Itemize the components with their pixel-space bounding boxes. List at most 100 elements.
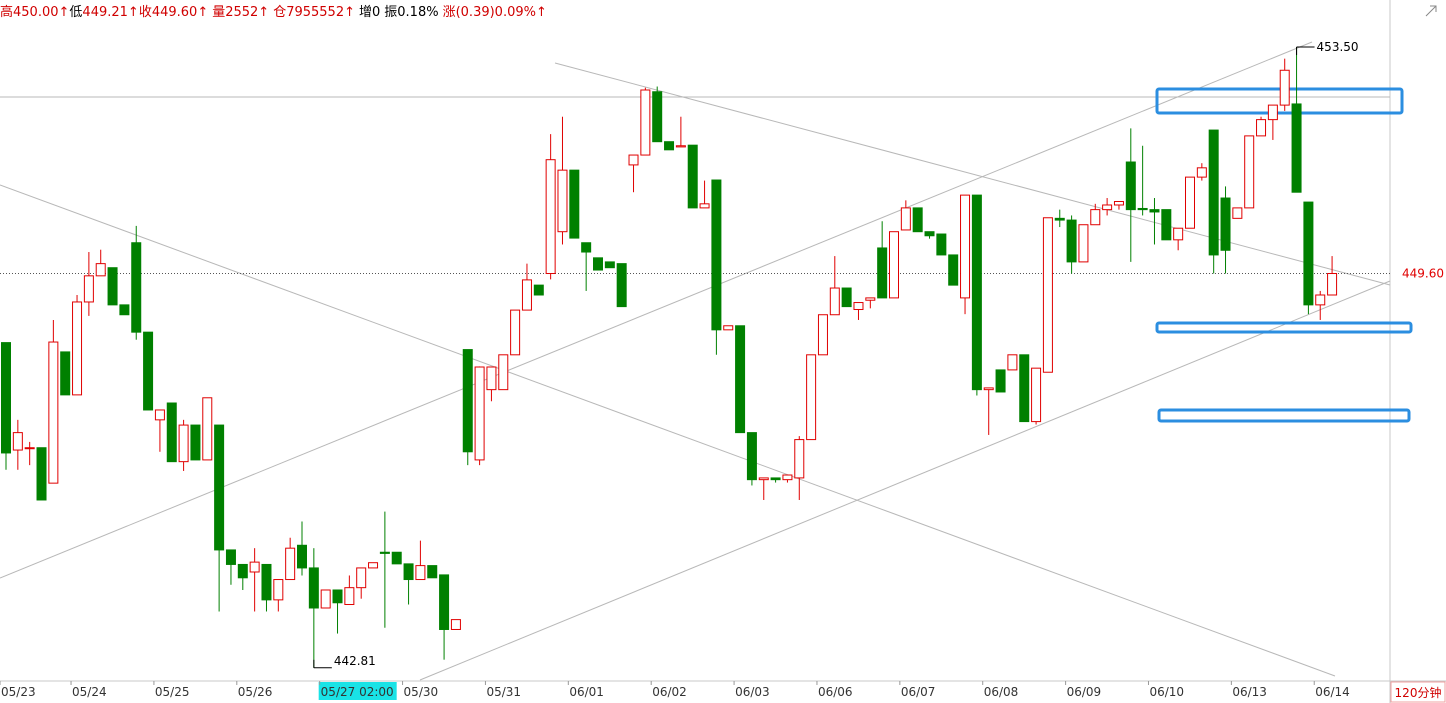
x-tick-label: 06/08	[984, 685, 1019, 699]
candle-body	[971, 194, 982, 391]
candle-body	[1303, 201, 1314, 306]
candle-body	[758, 477, 769, 481]
candle-body	[1173, 227, 1184, 241]
candle-body	[95, 263, 106, 277]
candle-body	[569, 169, 580, 239]
candle-body	[604, 261, 615, 269]
expand-icon	[1425, 5, 1437, 17]
candle-body	[12, 432, 23, 451]
candle-body	[1149, 209, 1160, 213]
candle-body	[687, 144, 698, 209]
period-box	[1390, 681, 1446, 703]
header-item: 量2552↑	[212, 5, 269, 20]
candle-body	[735, 325, 746, 434]
candle-body	[237, 563, 248, 579]
candle-body	[1208, 129, 1219, 256]
candle-body	[60, 351, 71, 396]
candle-body	[119, 304, 130, 316]
candle-body	[948, 254, 959, 286]
candle-body	[652, 91, 663, 143]
candle-body	[877, 247, 888, 299]
candle-body	[107, 267, 118, 306]
candle-body	[332, 589, 343, 604]
candle-body	[912, 207, 923, 233]
candle-body	[794, 439, 805, 479]
candle-body	[995, 369, 1006, 393]
x-tick-label: 06/06	[818, 685, 853, 699]
candle-body	[1019, 354, 1030, 423]
candle-body	[1185, 176, 1195, 229]
header-item: 450.00↑	[13, 5, 69, 20]
highlight-box	[1155, 87, 1404, 115]
header-item: 仓7955552↑	[273, 5, 355, 20]
header-item: 低	[69, 5, 82, 20]
trend-line	[0, 184, 1336, 677]
header-item: 高	[0, 4, 13, 20]
candle-body	[178, 424, 189, 463]
x-tick-label: 06/10	[1149, 685, 1184, 699]
candle-body	[746, 432, 757, 481]
candle-body	[1113, 201, 1124, 206]
header: 高450.00↑低449.21↑收449.60↑ 量2552↑ 仓7955552↑ 增…	[0, 4, 547, 20]
x-tick-label: 06/07	[901, 685, 936, 699]
period-label: 120分钟	[1395, 685, 1442, 700]
candle-body	[533, 284, 544, 296]
candle-body	[214, 424, 225, 551]
candle-body	[699, 203, 710, 209]
candle-body	[924, 231, 935, 237]
candle-body	[865, 297, 876, 301]
x-label-highlight	[318, 682, 397, 700]
candle-body	[154, 409, 165, 421]
x-tick-label: 05/30	[404, 685, 439, 699]
candle-body	[675, 145, 686, 148]
x-tick-label: 06/03	[735, 685, 770, 699]
candle-body	[1042, 217, 1053, 373]
candle-body	[1066, 219, 1077, 263]
candle-body	[1102, 204, 1113, 211]
candle-body	[391, 551, 402, 565]
header-item: 收	[139, 5, 152, 20]
candle-body	[1279, 69, 1290, 106]
x-tick-label: 05/24	[72, 685, 107, 699]
candle-body	[368, 562, 379, 569]
candle-body	[711, 179, 722, 331]
candle-body	[1137, 207, 1148, 211]
boxes	[1155, 87, 1413, 423]
candle-body	[415, 565, 426, 581]
candle-body	[581, 242, 592, 253]
candle-body	[225, 549, 236, 565]
candle-body	[1031, 367, 1042, 423]
labels: 高450.00↑低449.21↑收449.60↑ 量2552↑ 仓7955552↑ 增…	[0, 4, 1446, 703]
candle-body	[1196, 167, 1207, 178]
candle-body	[817, 314, 828, 356]
x-tick-label: 05/26	[238, 685, 273, 699]
x-tick-label: 05/23	[1, 685, 36, 699]
candle-body	[510, 309, 521, 356]
candle-body	[557, 169, 568, 233]
candle-body	[297, 544, 307, 569]
candle-body	[1244, 135, 1255, 209]
candles	[0, 47, 1390, 668]
candle-body	[1161, 209, 1172, 241]
candle-body	[936, 233, 947, 256]
candle-body	[344, 587, 355, 606]
x-tick-label: 05/25	[155, 685, 190, 699]
candle-body	[521, 279, 532, 311]
candle-body	[36, 447, 47, 501]
highlight-box	[1155, 321, 1413, 334]
candle-body	[723, 325, 734, 331]
candle-body	[166, 402, 177, 463]
candle-body	[640, 89, 651, 156]
candle-body	[143, 331, 154, 411]
candle-body	[356, 567, 367, 589]
candle-body	[498, 354, 509, 391]
candle-body	[190, 424, 201, 461]
candle-body	[889, 231, 899, 299]
candle-body	[983, 387, 994, 391]
trend-lines	[0, 41, 1391, 681]
candle-body	[1232, 207, 1243, 219]
candle-body	[48, 341, 59, 484]
last-price-label: 449.60	[1402, 267, 1444, 281]
candle-body	[628, 154, 639, 166]
